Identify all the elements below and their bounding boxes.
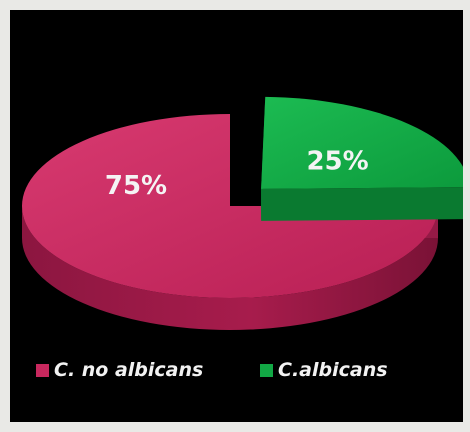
legend-label-c-no-albicans: C. no albicans bbox=[54, 359, 203, 381]
pie-slice-c-albicans bbox=[261, 96, 463, 221]
pie-slices bbox=[22, 96, 463, 330]
legend: C. no albicans C.albicans bbox=[36, 359, 388, 381]
legend-item-c-no-albicans: C. no albicans bbox=[36, 359, 203, 381]
pie-chart: 75% 25% C. no albicans C.albicans bbox=[22, 96, 463, 381]
legend-swatch-c-albicans bbox=[260, 364, 273, 377]
legend-label-c-albicans: C.albicans bbox=[278, 359, 388, 381]
legend-item-c-albicans: C.albicans bbox=[260, 359, 388, 381]
chart-panel: 75% 25% C. no albicans C.albicans bbox=[10, 10, 463, 422]
legend-swatch-c-no-albicans bbox=[36, 364, 49, 377]
data-label-c-albicans: 25% bbox=[306, 147, 368, 177]
pie-labels: 75% 25% bbox=[105, 147, 369, 201]
data-label-c-no-albicans: 75% bbox=[105, 171, 167, 201]
